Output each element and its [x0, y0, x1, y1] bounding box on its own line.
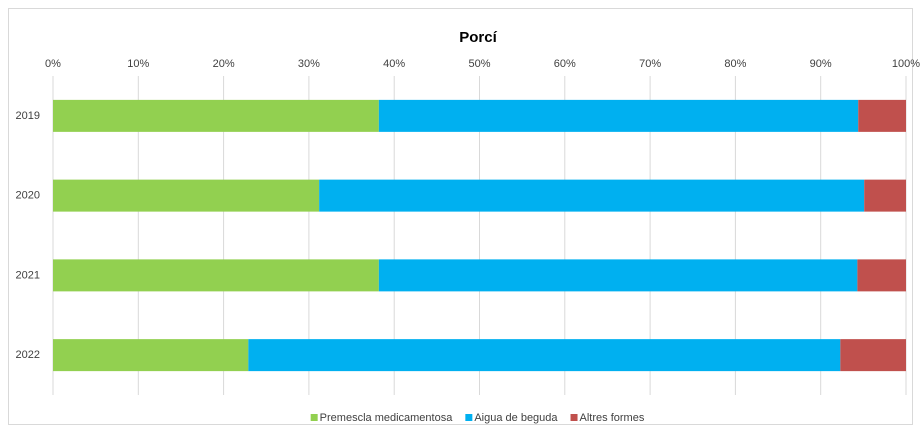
x-tick-label: 70% [639, 58, 661, 70]
x-tick-label: 100% [892, 58, 920, 70]
x-tick-label: 80% [724, 58, 746, 70]
legend-swatch [570, 414, 578, 421]
x-tick-label: 40% [383, 58, 405, 70]
x-tick-label: 20% [213, 58, 235, 70]
bar-segment [248, 339, 841, 372]
bar-segment [53, 99, 379, 132]
x-tick-label: 50% [468, 58, 490, 70]
bar-segment [53, 339, 249, 372]
bar-segment [864, 179, 906, 212]
bar-segment [857, 259, 906, 292]
bar-segment [319, 179, 865, 212]
y-tick-label: 2021 [16, 269, 40, 281]
chart-title: Porcí [459, 29, 497, 46]
bar-segment [840, 339, 906, 372]
x-tick-label: 10% [127, 58, 149, 70]
bar-segment [53, 179, 320, 212]
y-tick-label: 2022 [16, 349, 40, 361]
bar-segment [378, 99, 859, 132]
legend-label: Aigua de beguda [474, 412, 558, 424]
x-tick-label: 60% [554, 58, 576, 70]
legend-label: Premescla medicamentosa [320, 412, 454, 424]
x-tick-label: 90% [810, 58, 832, 70]
legend-swatch [310, 414, 318, 421]
legend-label: Altres formes [580, 412, 645, 424]
bar-segment [858, 99, 906, 132]
bar-segment [53, 259, 379, 292]
legend-swatch [465, 414, 473, 421]
bar-segment [378, 259, 858, 292]
y-tick-label: 2019 [16, 110, 40, 122]
x-tick-label: 30% [298, 58, 320, 70]
y-tick-label: 2020 [16, 190, 40, 202]
x-tick-label: 0% [45, 58, 61, 70]
